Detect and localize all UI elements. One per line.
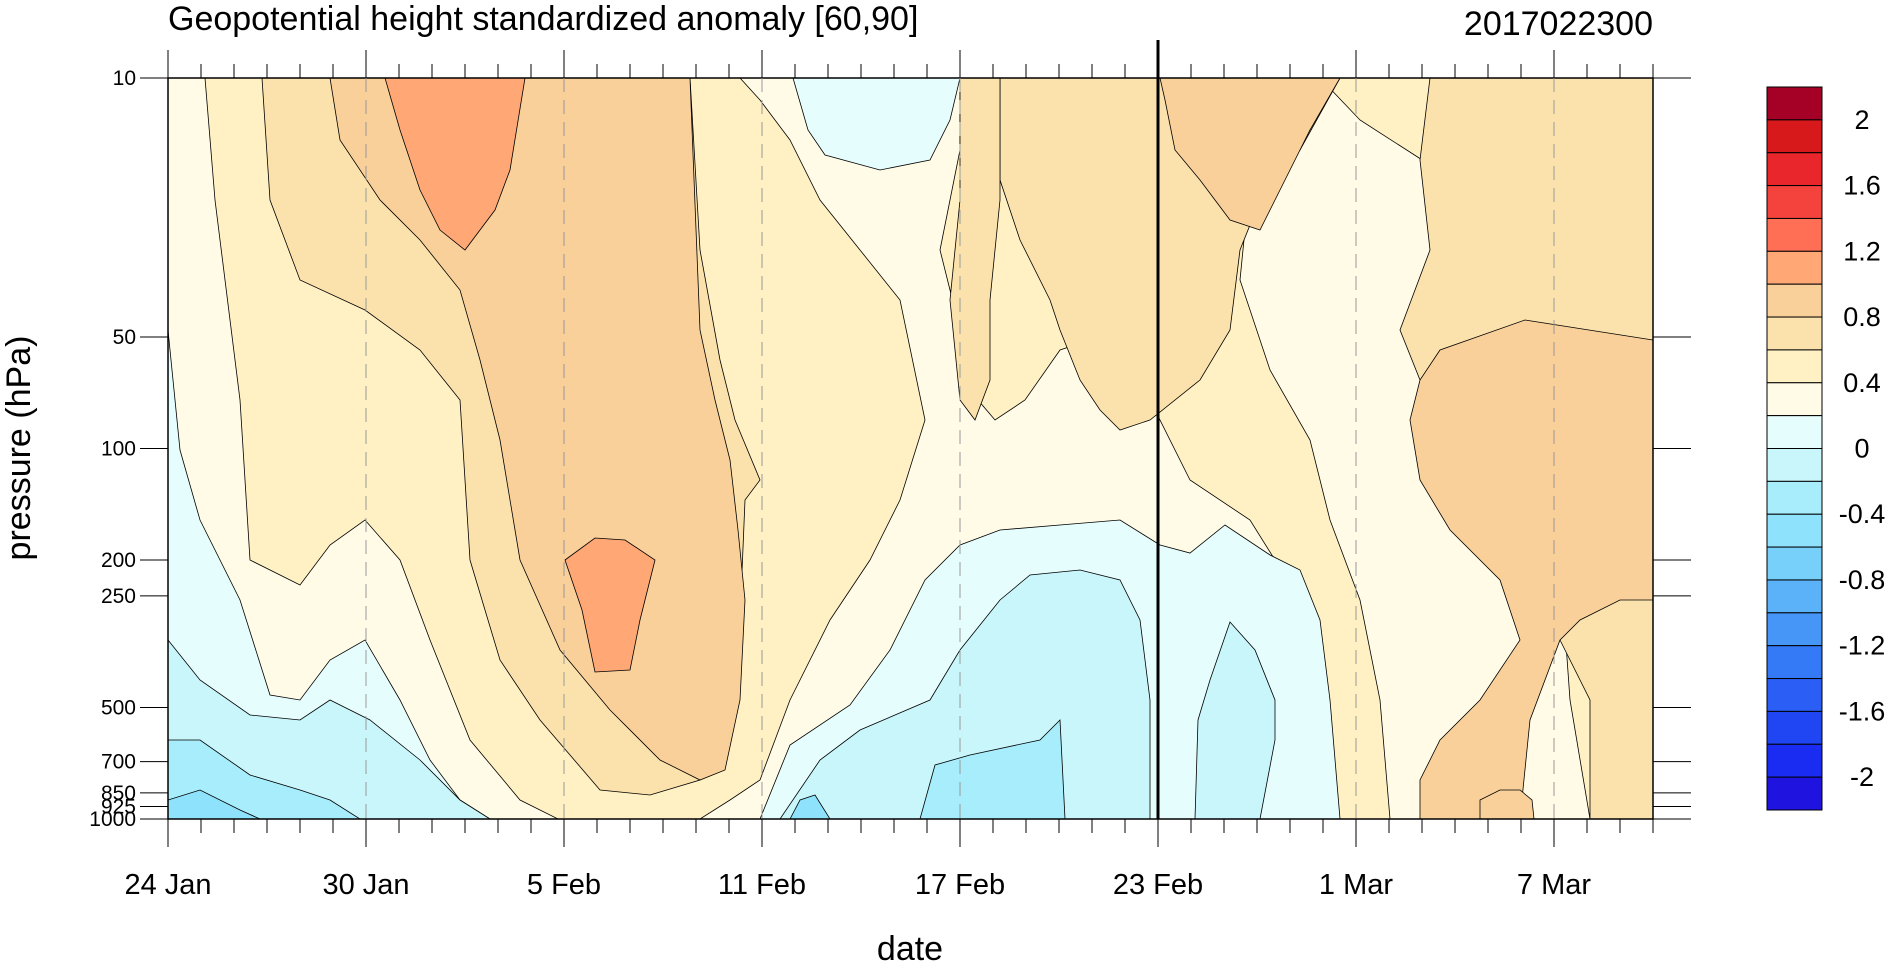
plot-area (168, 78, 1653, 819)
colorbar-label: 0 (1854, 434, 1869, 464)
colorbar-label: 0.4 (1843, 368, 1881, 398)
y-tick-label: 200 (101, 549, 136, 572)
colorbar-label: 1.6 (1843, 171, 1881, 201)
contour-fill-pos-0.4-d (949, 78, 1001, 421)
x-tick-label: 5 Feb (527, 869, 601, 901)
x-tick-label: 23 Feb (1113, 869, 1203, 901)
y-tick-label: 250 (101, 585, 136, 608)
chart-title: Geopotential height standardized anomaly… (168, 0, 918, 38)
colorbar-swatch (1766, 743, 1823, 778)
y-tick-label: 850 (101, 782, 136, 805)
colorbar-swatch (1766, 250, 1823, 285)
colorbar-label: -1.2 (1839, 631, 1886, 661)
x-tick-label: 1 Mar (1319, 869, 1393, 901)
y-tick-label: 700 (101, 751, 136, 774)
x-tick-label: 30 Jan (322, 869, 409, 901)
contour-fill-pos-0.8-b (564, 537, 656, 673)
colorbar-label: 0.8 (1843, 302, 1881, 332)
colorbar-label: 1.2 (1843, 236, 1881, 266)
y-tick-label: 1000 (89, 808, 136, 831)
colorbar-swatch (1766, 415, 1823, 449)
contour-fill-pos-0.6-c (1409, 319, 1653, 819)
colorbar-label: 2 (1854, 105, 1869, 135)
y-tick-label: 100 (101, 438, 136, 461)
x-tick-label: 7 Mar (1517, 869, 1591, 901)
colorbar-label: -0.8 (1839, 565, 1886, 595)
y-axis-label: pressure (hPa) (0, 336, 38, 561)
x-tick-label: 17 Feb (915, 869, 1005, 901)
colorbar-swatch (1766, 316, 1823, 351)
date-stamp: 2017022300 (1464, 5, 1653, 43)
x-axis-label: date (877, 930, 943, 963)
colorbar-swatch (1766, 776, 1823, 811)
colorbar-swatch (1766, 349, 1823, 384)
colorbar-swatch (1766, 119, 1823, 154)
colorbar-swatch (1766, 480, 1823, 515)
colorbar-swatch (1766, 185, 1823, 219)
y-tick-label: 10 (113, 67, 136, 90)
x-tick-label: 11 Feb (718, 869, 806, 901)
x-axis: 24 Jan 30 Jan 5 Feb 11 Feb 17 Feb 23 Feb 1 Mar… (124, 50, 1654, 901)
colorbar-swatch (1766, 152, 1823, 187)
colorbar-swatch (1766, 513, 1823, 548)
contour-fill-neg-0.6 (168, 789, 261, 819)
colorbar-label: -1.6 (1839, 696, 1886, 726)
contour-fill-pos-0.8-c (1479, 789, 1535, 819)
y-tick-label: 925 (101, 795, 136, 818)
colorbar-label: -0.4 (1839, 499, 1886, 529)
contour-fill-neg-0.6-b (789, 794, 831, 819)
x-tick-label: 24 Jan (124, 869, 211, 901)
contour-fill-neg-0.0-c (792, 78, 961, 171)
colorbar-swatch (1766, 546, 1823, 581)
colorbar-swatch (1766, 645, 1823, 680)
colorbar-swatch (1766, 612, 1823, 647)
contour-fill-pos-0.8-a (384, 78, 526, 251)
contour-fill-neg-0.4-b (919, 719, 1066, 819)
contour-fill-neg-0.2-c (1194, 621, 1276, 819)
y-tick-label: 50 (113, 326, 136, 349)
colorbar-swatch (1766, 448, 1823, 482)
x-grid-lines (365, 78, 1555, 819)
colorbar-swatch (1766, 579, 1823, 614)
colorbar-swatch (1766, 86, 1823, 121)
colorbar-swatch (1766, 710, 1823, 745)
colorbar-swatch (1766, 283, 1823, 318)
colorbar-label: -2 (1850, 762, 1874, 792)
colorbar-swatch (1766, 217, 1823, 252)
contour-fill-pos-0.6-b (1159, 78, 1341, 231)
colorbar: 2 1.6 1.2 0.8 0.4 0 -0.4 -0.8 -1.2 -1.6 -2 (1766, 86, 1886, 811)
y-tick-label: 500 (101, 696, 136, 719)
colorbar-swatch (1766, 382, 1823, 417)
colorbar-swatch (1766, 678, 1823, 712)
